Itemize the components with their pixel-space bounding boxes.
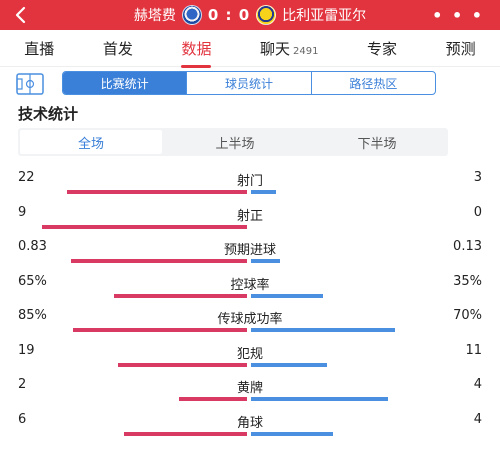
home-stat-bar <box>118 362 247 367</box>
away-stat-value: 0.13 <box>453 239 482 254</box>
match-header: 赫塔费 0 : 0 比利亚雷亚尔 • • • <box>0 0 500 30</box>
stat-row: 黄牌 2 4 <box>0 377 500 431</box>
stat-row: 射正 9 0 <box>0 205 500 259</box>
stat-label: 射正 <box>236 208 263 224</box>
stat-row: 射门 22 3 <box>0 170 500 224</box>
period-first-half[interactable]: 上半场 <box>215 136 255 152</box>
pitch-icon[interactable] <box>16 73 44 95</box>
period-full-match[interactable]: 全场 <box>20 130 162 154</box>
home-stat-bar <box>179 397 247 401</box>
home-team-logo-icon <box>181 5 202 25</box>
tab-experts[interactable]: 专家 <box>367 39 398 58</box>
away-stat-value: 35% <box>453 273 482 289</box>
stat-row: 角球 6 4 <box>0 412 500 466</box>
subtab-heatmap[interactable]: 路径热区 <box>349 76 398 91</box>
section-title: 技术统计 <box>18 105 79 123</box>
home-stat-value: 22 <box>18 170 35 185</box>
away-stat-value: 70% <box>453 308 482 323</box>
away-stat-bar <box>251 293 323 298</box>
stat-label: 犯规 <box>236 346 263 362</box>
away-team-logo-icon <box>256 5 277 25</box>
home-stat-bar <box>71 259 247 263</box>
away-stat-bar <box>251 190 276 194</box>
home-team-name: 赫塔费 <box>133 8 176 24</box>
away-stat-value: 4 <box>473 411 482 427</box>
stat-row: 控球率 65% 35% <box>0 274 500 328</box>
home-stat-bar <box>114 293 247 298</box>
home-stat-bar <box>67 190 247 194</box>
home-stat-value: 9 <box>18 204 27 220</box>
away-stat-bar <box>251 259 280 263</box>
home-stat-value: 2 <box>18 377 27 392</box>
home-stat-value: 0.83 <box>18 239 47 254</box>
tab-lineup[interactable]: 首发 <box>102 39 133 58</box>
match-info: 赫塔费 0 : 0 比利亚雷亚尔 <box>0 0 500 30</box>
tab-live[interactable]: 直播 <box>24 39 55 58</box>
more-options-icon[interactable]: • • • <box>432 6 484 25</box>
away-stat-value: 3 <box>473 170 482 185</box>
home-stat-value: 85% <box>18 308 47 323</box>
period-second-half[interactable]: 下半场 <box>357 136 397 152</box>
stat-label: 射门 <box>236 174 263 189</box>
match-score: 0 : 0 <box>207 6 251 24</box>
stat-label: 控球率 <box>230 277 270 293</box>
home-stat-value: 6 <box>18 411 27 427</box>
away-stat-value: 4 <box>473 377 482 392</box>
away-team-name: 比利亚雷亚尔 <box>282 8 367 24</box>
tab-data[interactable]: 数据 <box>177 38 215 68</box>
stat-label: 角球 <box>236 415 263 431</box>
away-stat-bar <box>251 328 395 332</box>
home-stat-value: 65% <box>18 273 47 289</box>
stat-label: 预期进球 <box>223 243 276 258</box>
back-arrow-icon[interactable] <box>12 5 30 25</box>
chat-count: 2491 <box>293 45 319 57</box>
away-stat-bar <box>251 397 388 401</box>
away-stat-bar <box>251 431 333 436</box>
stat-label: 传球成功率 <box>217 312 283 327</box>
stat-row: 犯规 19 11 <box>0 343 500 397</box>
home-stat-bar <box>73 328 247 332</box>
stat-row: 预期进球 0.83 0.13 <box>0 239 500 293</box>
home-stat-bar <box>124 431 247 436</box>
stat-row: 传球成功率 85% 70% <box>0 308 500 362</box>
home-stat-bar <box>42 224 247 229</box>
stat-label: 黄牌 <box>236 381 263 396</box>
away-stat-value: 0 <box>473 204 482 220</box>
tab-predictions[interactable]: 预测 <box>445 39 476 58</box>
away-stat-value: 11 <box>465 342 482 358</box>
stats-subtabs: 比赛统计 球员统计 路径热区 <box>62 71 436 95</box>
subtab-player-stats[interactable]: 球员统计 <box>187 72 312 94</box>
tab-chat[interactable]: 聊天 2491 <box>260 39 319 58</box>
home-stat-value: 19 <box>18 342 35 358</box>
main-tabs: 直播 首发 数据 聊天 2491 专家 预测 <box>0 30 500 68</box>
period-selector: 全场 上半场 下半场 <box>18 128 448 156</box>
away-stat-bar <box>251 362 327 367</box>
subtab-match-stats[interactable]: 比赛统计 <box>63 72 188 94</box>
